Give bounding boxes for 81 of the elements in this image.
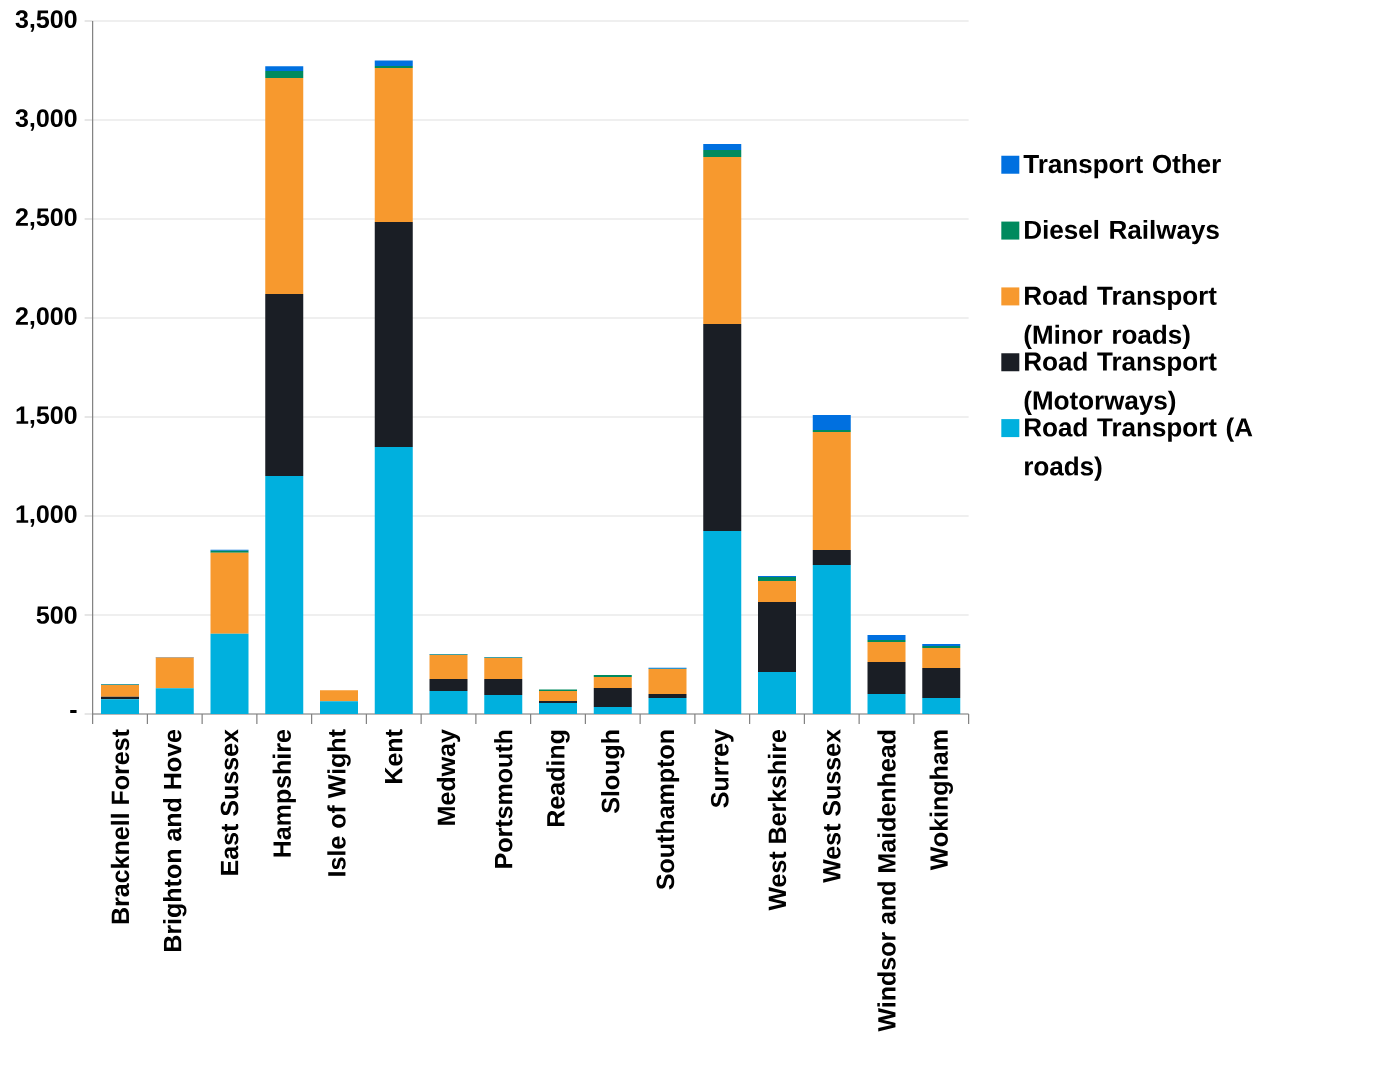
y-tick-label: - <box>70 710 77 713</box>
bar <box>155 657 194 689</box>
bar <box>703 157 742 324</box>
bar <box>922 697 961 714</box>
x-tick-label: Surrey <box>710 729 734 808</box>
y-tick-label: 1,000 <box>16 505 77 527</box>
x-tick-label: Brighton and Hove <box>163 729 187 952</box>
bar <box>374 68 413 222</box>
bar <box>539 691 578 701</box>
bar <box>867 641 906 662</box>
legend-label: Road Transport (Minor roads) <box>1024 285 1217 350</box>
bar <box>265 78 304 295</box>
bar <box>374 221 413 448</box>
bar <box>101 684 140 697</box>
bar <box>593 688 632 708</box>
x-tick-label: Windsor and Maidenhead <box>877 730 896 1032</box>
bar <box>867 635 906 640</box>
x-tick-label: Bracknell Forest <box>110 729 130 924</box>
x-tick-label: Portsmouth <box>494 730 513 868</box>
bar <box>703 531 742 714</box>
bar <box>922 648 961 669</box>
y-tick-label: 2,500 <box>15 208 77 230</box>
bar <box>593 707 632 714</box>
bar <box>320 701 358 714</box>
bar <box>374 60 413 66</box>
legend-label: Road Transport (Motorways) <box>1024 351 1217 415</box>
bar <box>593 676 632 689</box>
bar <box>210 633 249 714</box>
bar <box>703 150 742 158</box>
bar <box>429 654 468 679</box>
bar <box>648 697 687 714</box>
bar <box>265 476 304 714</box>
bar <box>648 669 687 695</box>
x-tick-label: Medway <box>436 729 461 825</box>
bar <box>703 323 742 532</box>
y-tick-label: 2,000 <box>15 307 77 329</box>
x-tick-label: Kent <box>385 729 403 783</box>
bar <box>812 565 851 714</box>
y-tick-label: 3,000 <box>15 109 77 131</box>
x-tick-label: Reading <box>546 730 570 827</box>
x-tick-label: Slough <box>601 730 625 814</box>
bar <box>429 678 468 692</box>
bar <box>265 71 304 79</box>
bar <box>429 691 468 714</box>
bar <box>210 552 249 634</box>
bar <box>374 447 413 714</box>
bar <box>758 576 797 581</box>
bar <box>155 688 194 714</box>
bar <box>812 550 851 566</box>
bar <box>922 668 961 698</box>
x-tick-label: West Sussex <box>822 729 841 883</box>
bar <box>374 65 413 69</box>
bar <box>758 580 797 602</box>
y-tick-label: 3,500 <box>15 10 77 32</box>
bar <box>867 661 906 695</box>
x-tick-label: Wokingham <box>929 730 953 871</box>
x-tick-label: Isle of Wight <box>327 729 351 876</box>
bar <box>101 699 140 714</box>
bar <box>867 694 906 714</box>
bar <box>758 672 797 714</box>
legend-label: Transport Other <box>1023 154 1221 179</box>
bar <box>812 432 851 551</box>
bar <box>758 601 797 673</box>
bar <box>484 678 523 695</box>
bar <box>265 66 304 72</box>
legend-label: Road Transport (A roads) <box>1025 417 1253 481</box>
x-tick-label: Hampshire <box>272 729 296 857</box>
y-tick-label: 500 <box>36 606 77 624</box>
bar <box>320 690 358 702</box>
bar <box>484 694 523 714</box>
legend-label: Diesel Railways <box>1025 219 1219 245</box>
bar <box>703 143 742 151</box>
bar <box>484 657 523 679</box>
x-tick-label: West Berkshire <box>767 729 787 911</box>
y-tick-label: 1,500 <box>16 406 77 428</box>
x-tick-label: Southampton <box>655 730 680 890</box>
bar <box>539 702 578 714</box>
bar <box>265 294 304 476</box>
bar <box>812 415 851 431</box>
bar <box>648 694 687 698</box>
x-tick-label: East Sussex <box>220 729 239 875</box>
